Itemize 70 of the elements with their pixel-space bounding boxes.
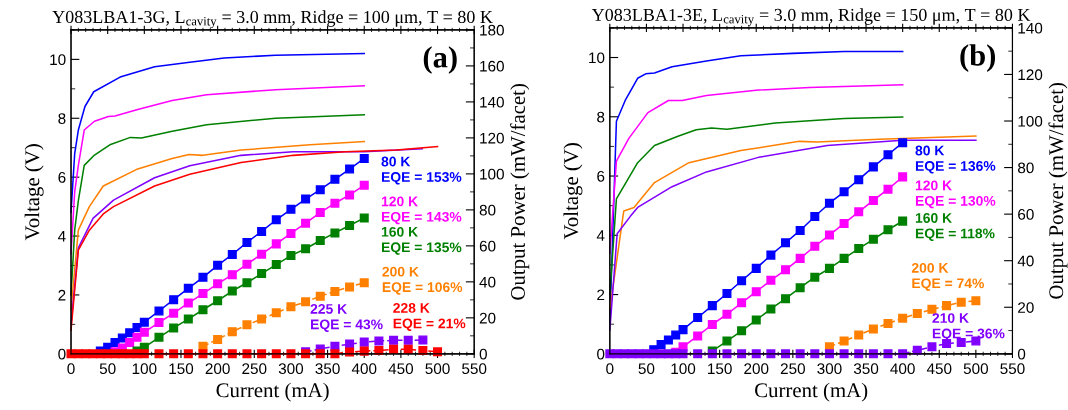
y-tick-label: 6 [58, 172, 66, 183]
y2-tick-label: 0 [479, 348, 487, 360]
x-tick-label: 500 [963, 363, 989, 375]
annotation: 120 K EQE = 130% [915, 180, 996, 209]
y2-tick-label: 20 [479, 312, 496, 324]
x-tick-label: 200 [744, 363, 769, 375]
y-tick-label: 2 [58, 289, 66, 301]
x-tick-label: 550 [462, 363, 487, 375]
x-tick-label: 300 [278, 363, 304, 375]
x-tick-label: 100 [671, 363, 696, 375]
x-tick-label: 250 [780, 363, 805, 375]
y2-tick-label: 20 [1018, 302, 1034, 313]
annotation: 160 K EQE = 135% [381, 226, 462, 255]
x-tick-label: 150 [708, 363, 732, 375]
annotation: 80 K EQE = 136% [915, 145, 996, 174]
x-tick-label: 450 [926, 363, 952, 375]
x-tick-label: 400 [890, 363, 915, 375]
y-tick-label: 8 [597, 111, 605, 123]
y2-tick-label: 140 [480, 96, 504, 108]
annotation: 120 K EQE = 143% [381, 196, 462, 225]
annotation: (a) [423, 46, 457, 74]
annotation: 225 K EQE = 43% [310, 303, 383, 332]
y2-axis-title: Output Power (mW/facet) [1048, 83, 1068, 299]
y2-tick-label: 60 [1018, 209, 1034, 220]
y-axis-title: Voltage (V) [24, 144, 44, 241]
x-tick-label: 400 [351, 363, 377, 375]
y2-tick-label: 160 [480, 60, 504, 72]
annotation: 160 K EQE = 118% [915, 213, 995, 241]
annotation: 80 K EQE = 153% [381, 156, 462, 185]
y-tick-label: 8 [58, 113, 66, 124]
x-tick-label: 550 [1000, 363, 1025, 375]
y2-tick-label: 120 [1018, 69, 1043, 81]
x-tick-label: 50 [99, 363, 116, 375]
x-tick-label: 350 [853, 363, 879, 375]
y2-tick-label: 0 [1017, 348, 1026, 360]
x-axis-title: Current (mA) [216, 382, 329, 402]
y2-axis-title: Output Power (mW/facet) [510, 84, 530, 300]
y2-tick-label: 100 [480, 168, 504, 180]
y2-tick-label: 80 [479, 204, 496, 216]
y2-tick-label: 60 [479, 240, 496, 252]
annotation: 228 K EQE = 21% [393, 303, 466, 331]
x-axis-title: Current (mA) [755, 382, 868, 402]
y2-tick-label: 120 [480, 132, 504, 144]
annotation: 200 K EQE = 106% [382, 266, 463, 295]
annotation: 200 K EQE = 74% [911, 262, 984, 291]
y-tick-label: 0 [58, 348, 66, 360]
x-tick-label: 250 [242, 363, 267, 375]
annotation: (b) [960, 44, 996, 72]
x-tick-label: 50 [638, 363, 655, 375]
y-tick-label: 0 [597, 348, 605, 360]
x-tick-label: 100 [132, 363, 157, 375]
y-tick-label: 10 [589, 52, 605, 64]
y2-tick-label: 40 [479, 276, 496, 288]
x-tick-label: 0 [606, 363, 614, 375]
x-tick-label: 0 [67, 363, 75, 375]
y2-tick-label: 40 [1017, 255, 1034, 267]
x-tick-label: 500 [425, 363, 450, 375]
y-tick-label: 6 [597, 170, 605, 182]
x-tick-label: 350 [315, 363, 340, 375]
x-tick-label: 150 [169, 363, 194, 375]
y-tick-label: 2 [597, 289, 605, 301]
y-axis-title: Voltage (V) [563, 143, 583, 240]
y-tick-label: 10 [50, 54, 66, 66]
x-tick-label: 450 [388, 363, 414, 375]
x-tick-label: 300 [817, 363, 842, 375]
y-tick-label: 4 [58, 231, 66, 242]
y2-tick-label: 80 [1017, 162, 1034, 174]
y-tick-label: 4 [596, 230, 605, 241]
y2-tick-label: 100 [1018, 115, 1043, 127]
x-tick-label: 200 [205, 363, 230, 375]
